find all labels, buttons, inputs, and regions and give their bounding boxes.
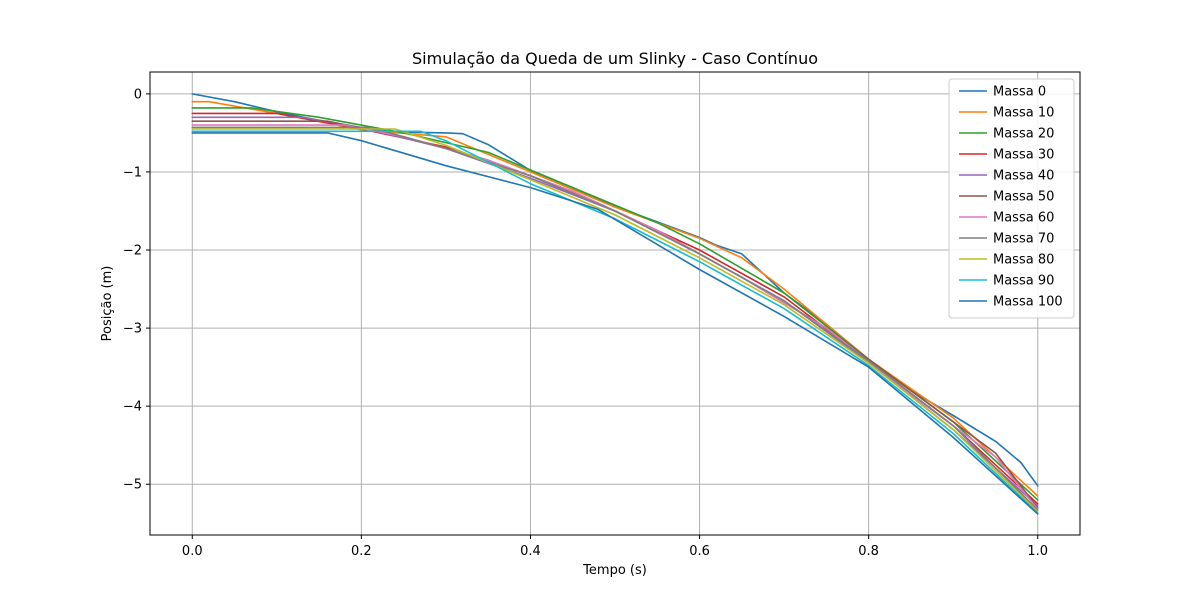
legend-label: Massa 100 (993, 295, 1063, 310)
x-axis-label: Tempo (s) (582, 563, 647, 578)
series-line (191, 107, 1039, 501)
legend-label: Massa 0 (993, 85, 1046, 100)
x-tick-label: 1.0 (1027, 544, 1048, 559)
legend: Massa 0 Massa 10 Massa 20 Massa 30 Massa 40 M… (948, 78, 1075, 319)
x-tick-label: 0.6 (689, 544, 710, 559)
legend-label: Massa 60 (993, 211, 1054, 226)
legend-label: Massa 30 (993, 148, 1054, 163)
y-tick-label: −5 (123, 478, 142, 493)
series-line (191, 120, 1039, 509)
x-tick-label: 0.4 (520, 544, 541, 559)
y-axis-label: Posição (m) (100, 266, 115, 342)
y-tick-label: 0 (134, 87, 142, 102)
y-axis-ticks: 0 −1 −2 −3 −4 −5 (123, 87, 150, 493)
legend-label: Massa 10 (993, 106, 1054, 121)
legend-label: Massa 40 (993, 169, 1054, 184)
y-tick-label: −4 (123, 400, 142, 415)
series-line (191, 126, 1039, 511)
chart-title: Simulação da Queda de um Slinky - Caso C… (412, 49, 818, 68)
legend-label: Massa 50 (993, 190, 1054, 205)
series-line (191, 93, 1039, 487)
x-tick-label: 0.0 (182, 544, 203, 559)
x-axis-ticks: 0.0 0.2 0.4 0.6 0.8 1.0 (182, 535, 1048, 559)
legend-label: Massa 90 (993, 274, 1054, 289)
plot-frame (149, 71, 1081, 536)
series-line (191, 100, 1039, 497)
x-tick-label: 0.2 (351, 544, 372, 559)
legend-label: Massa 80 (993, 253, 1054, 268)
legend-label: Massa 70 (993, 232, 1054, 247)
x-tick-label: 0.8 (858, 544, 879, 559)
series-line (191, 124, 1039, 510)
grid (150, 72, 1080, 535)
y-tick-label: −1 (123, 165, 142, 180)
series-layer (191, 93, 1039, 515)
series-line (191, 130, 1039, 514)
series-line (191, 128, 1039, 513)
series-line (191, 116, 1039, 507)
y-tick-label: −2 (123, 244, 142, 259)
legend-label: Massa 20 (993, 127, 1054, 142)
series-line (191, 132, 1039, 515)
y-tick-label: −3 (123, 322, 142, 337)
